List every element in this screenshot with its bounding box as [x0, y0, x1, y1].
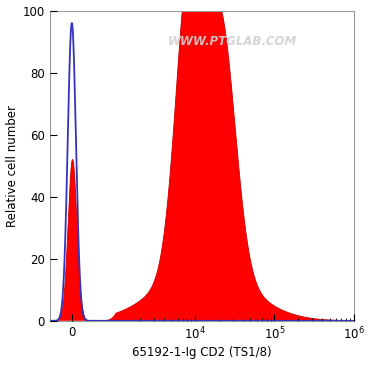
- Text: WWW.PTGLAB.COM: WWW.PTGLAB.COM: [168, 35, 297, 48]
- Y-axis label: Relative cell number: Relative cell number: [6, 105, 18, 227]
- X-axis label: 65192-1-Ig CD2 (TS1/8): 65192-1-Ig CD2 (TS1/8): [132, 346, 272, 360]
